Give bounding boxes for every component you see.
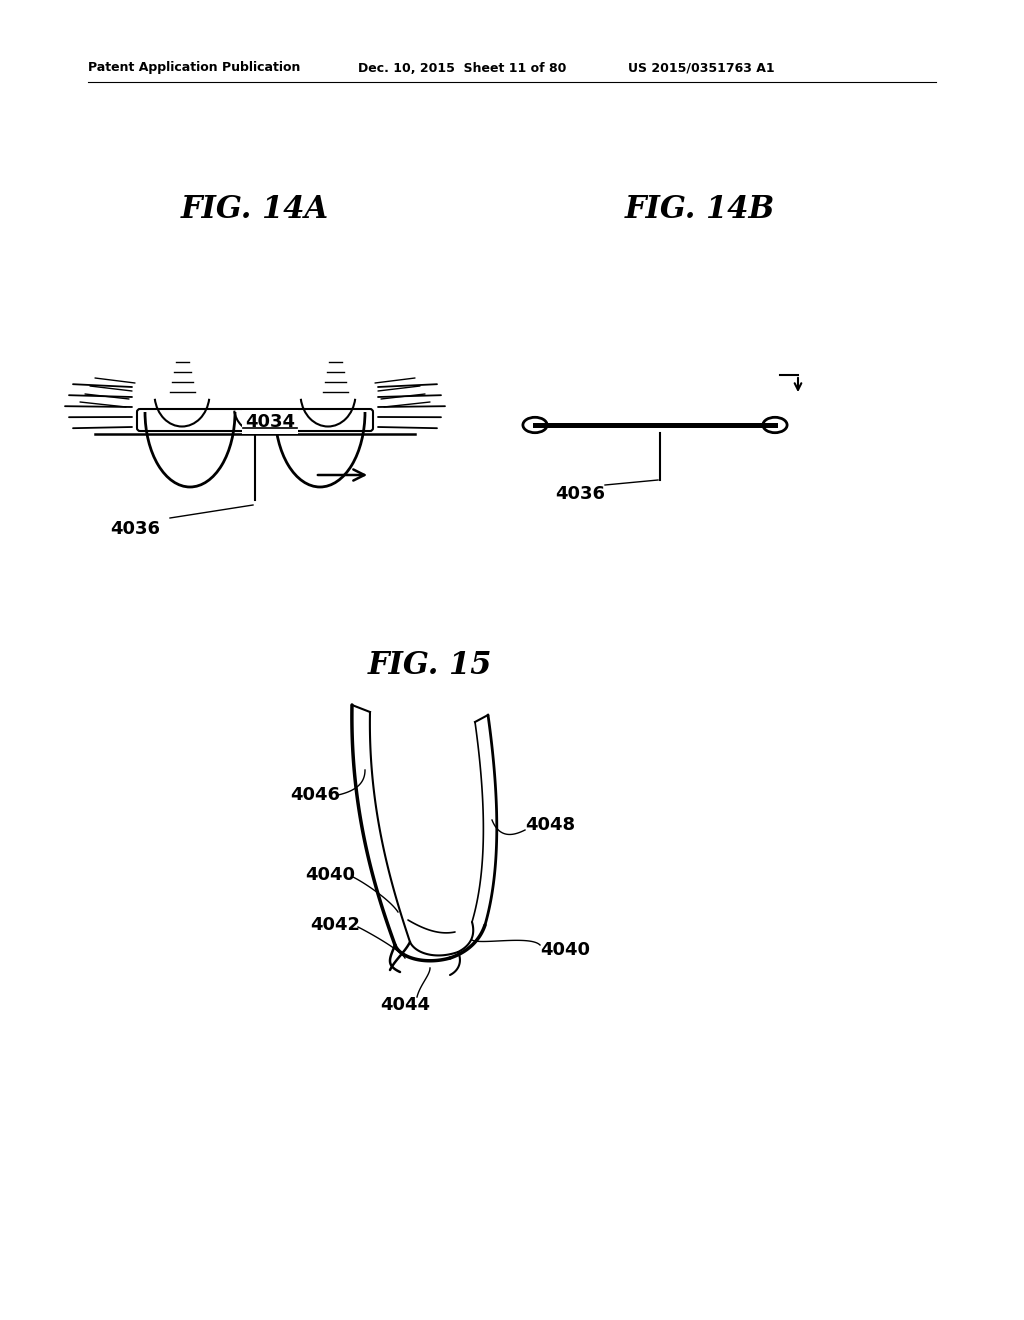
Text: 4042: 4042 xyxy=(310,916,360,935)
FancyBboxPatch shape xyxy=(137,409,373,432)
Text: 4040: 4040 xyxy=(305,866,355,884)
Text: Dec. 10, 2015  Sheet 11 of 80: Dec. 10, 2015 Sheet 11 of 80 xyxy=(358,62,566,74)
Text: 4048: 4048 xyxy=(525,816,575,834)
Text: FIG. 15: FIG. 15 xyxy=(368,649,493,681)
Text: Patent Application Publication: Patent Application Publication xyxy=(88,62,300,74)
Text: 4034: 4034 xyxy=(245,413,295,432)
Text: 4036: 4036 xyxy=(555,484,605,503)
Text: US 2015/0351763 A1: US 2015/0351763 A1 xyxy=(628,62,774,74)
Text: 4036: 4036 xyxy=(110,520,160,539)
Text: 4046: 4046 xyxy=(290,785,340,804)
Text: FIG. 14B: FIG. 14B xyxy=(625,194,775,226)
Text: 4040: 4040 xyxy=(540,941,590,960)
Text: FIG. 14A: FIG. 14A xyxy=(181,194,329,226)
Text: 4044: 4044 xyxy=(380,997,430,1014)
